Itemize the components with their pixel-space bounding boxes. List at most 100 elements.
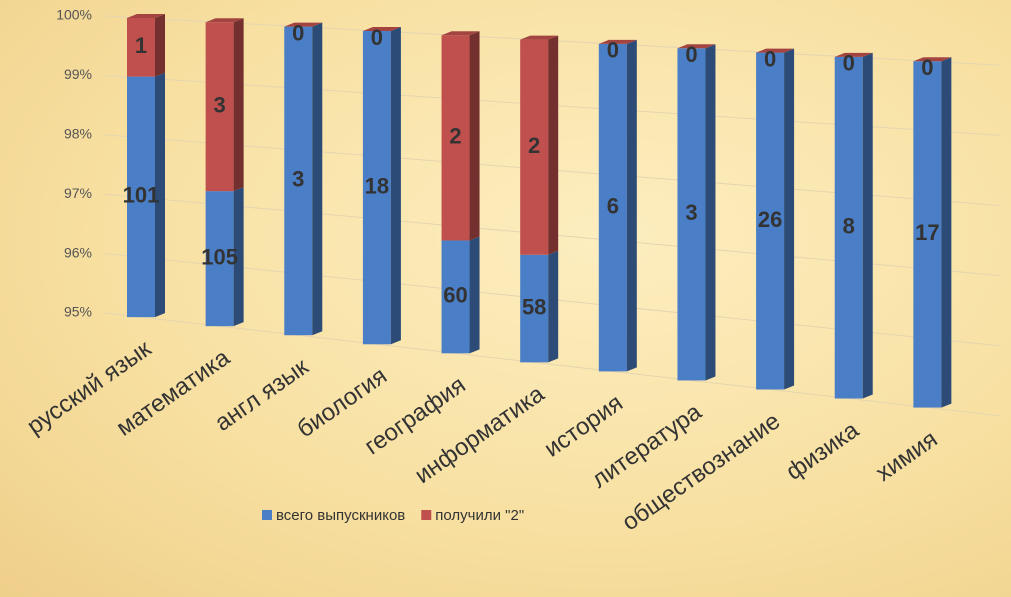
bar-segment <box>205 187 244 327</box>
bar-top <box>598 39 637 44</box>
bar-side <box>155 72 165 318</box>
data-label: 3 <box>214 93 226 118</box>
bar <box>756 52 785 390</box>
bar-side <box>784 48 795 390</box>
data-label: 6 <box>607 193 619 218</box>
grid-line <box>104 312 1001 417</box>
bar-segment <box>362 26 401 31</box>
bar-side <box>941 57 952 408</box>
bar-side <box>233 18 244 192</box>
bar <box>205 22 234 192</box>
data-label: 2 <box>528 133 540 158</box>
bar-segment <box>677 44 716 381</box>
data-label: 1 <box>135 33 147 58</box>
bar <box>362 30 391 345</box>
bar-top <box>127 13 165 18</box>
bar <box>441 35 470 241</box>
bar-segment <box>834 52 873 57</box>
data-label: 0 <box>371 25 383 50</box>
bar <box>127 17 155 77</box>
bar-top <box>362 26 401 31</box>
legend-swatch <box>421 510 432 520</box>
data-label: 3 <box>685 200 697 225</box>
bar-segment <box>362 26 401 345</box>
data-label: 8 <box>843 214 855 239</box>
bar <box>834 56 863 399</box>
bar-segment <box>284 22 323 27</box>
bar-top <box>284 22 323 27</box>
x-tick-label: химия <box>871 426 942 487</box>
y-tick-label: 95% <box>64 304 92 320</box>
data-label: 0 <box>843 51 855 76</box>
bar-segment <box>205 18 244 192</box>
data-label: 0 <box>292 20 304 45</box>
bar-side <box>469 31 480 241</box>
bar-side <box>312 22 323 336</box>
data-label: 17 <box>915 220 939 245</box>
data-label: 18 <box>365 173 389 198</box>
bar-segment <box>598 39 637 372</box>
bar-top <box>756 48 795 53</box>
data-label: 3 <box>292 167 304 192</box>
bar <box>520 254 549 363</box>
bar-segment <box>127 72 165 318</box>
bar-side <box>548 35 559 255</box>
bar-segment <box>756 48 795 390</box>
data-label: 58 <box>522 294 546 319</box>
bar-segment <box>441 236 480 354</box>
data-label: 0 <box>685 42 697 67</box>
bar-top <box>205 18 244 23</box>
legend-swatch <box>262 510 272 520</box>
bar <box>677 48 706 381</box>
bar-side <box>626 39 637 372</box>
bar <box>520 39 549 255</box>
data-label: 0 <box>921 55 933 80</box>
data-label: 2 <box>449 124 461 149</box>
bar-side <box>233 187 244 327</box>
bar-segment <box>677 44 716 49</box>
bar <box>913 61 942 408</box>
bar-segment <box>284 22 323 336</box>
bar-segment <box>520 250 559 363</box>
y-tick-label: 96% <box>64 244 92 260</box>
bar-segment <box>127 13 165 77</box>
bar-side <box>469 236 480 354</box>
bar <box>598 43 627 372</box>
x-tick-label: физика <box>781 416 864 485</box>
bar-segment <box>441 31 480 241</box>
bar-side <box>390 26 401 345</box>
y-tick-label: 99% <box>64 66 92 82</box>
x-tick-label: обществознание <box>617 407 785 536</box>
bar-side <box>548 250 559 363</box>
bar-segment <box>913 57 952 62</box>
bar-segment <box>834 52 873 399</box>
bar-top <box>520 35 559 40</box>
bar-side <box>155 13 165 77</box>
y-tick-label: 97% <box>64 185 92 201</box>
bar-segment <box>913 57 952 408</box>
bar-top <box>834 52 873 57</box>
bar-side <box>862 52 873 399</box>
y-tick-label: 98% <box>64 126 92 142</box>
legend-label: получили "2" <box>435 507 524 524</box>
data-label: 0 <box>764 46 776 71</box>
bar-side <box>705 44 716 381</box>
bar-top <box>913 57 952 62</box>
y-tick-label: 100% <box>56 7 92 23</box>
data-label: 0 <box>607 38 619 63</box>
bar <box>205 191 234 327</box>
bar-segment <box>598 39 637 44</box>
bar-top <box>441 31 480 36</box>
bar <box>127 76 155 318</box>
data-label: 26 <box>758 207 782 232</box>
bar <box>441 240 470 354</box>
data-label: 101 <box>123 183 160 208</box>
bar-segment <box>756 48 795 53</box>
bar-segment <box>520 35 559 255</box>
bar <box>284 26 313 336</box>
bar-top <box>677 44 716 49</box>
data-label: 60 <box>443 283 467 308</box>
legend-label: всего выпускников <box>276 507 405 524</box>
data-label: 105 <box>201 244 238 269</box>
